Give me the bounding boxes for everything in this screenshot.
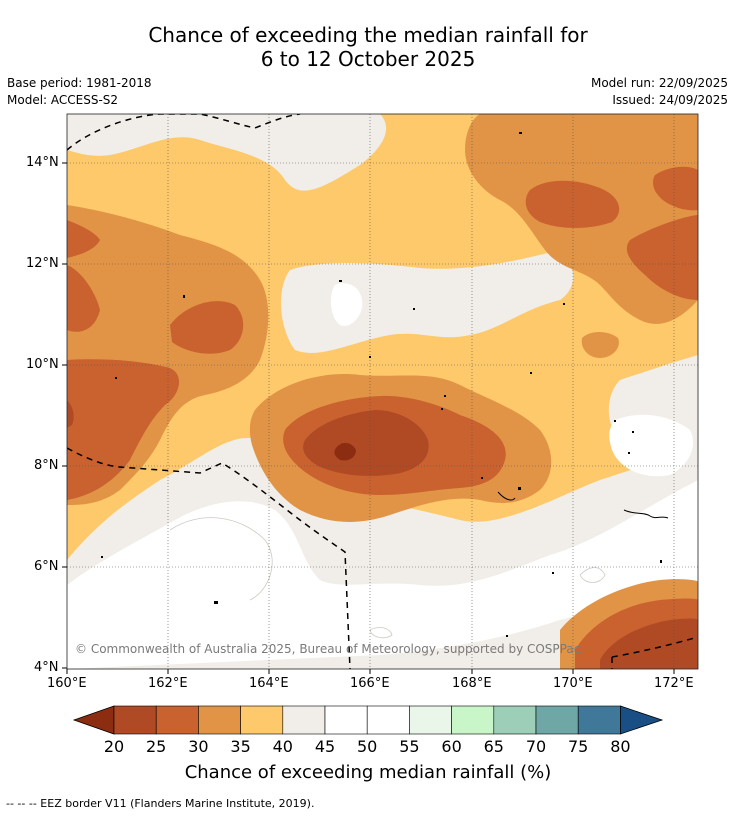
band-below-20-spot	[334, 442, 356, 461]
colorbar-label: 60	[441, 737, 462, 756]
band-45-55-east	[609, 414, 694, 477]
atoll-outlines	[497, 491, 669, 519]
band-40-45-north	[67, 114, 387, 191]
colorbar-swatch	[324, 705, 368, 735]
lat-tick-14n: 14°N	[26, 155, 59, 170]
lat-tick-8n: 8°N	[34, 458, 59, 473]
colorbar	[72, 705, 664, 735]
colorbar-label: 65	[483, 737, 504, 756]
model-run: Model run: 22/09/2025	[590, 76, 728, 90]
band-40-45-centre	[280, 250, 574, 353]
colorbar-swatch	[198, 705, 241, 735]
copyright: © Commonwealth of Australia 2025, Bureau…	[75, 642, 580, 656]
map-panel: © Commonwealth of Australia 2025, Bureau…	[67, 114, 698, 669]
tick-marks	[62, 162, 675, 674]
band-25-30-northeast	[525, 180, 620, 228]
lat-tick-4n: 4°N	[34, 660, 59, 675]
colorbar-swatch	[409, 705, 452, 735]
band-25-30-west-low	[67, 359, 180, 500]
gridlines	[67, 114, 698, 669]
colorbar-label: 40	[272, 737, 293, 756]
colorbar-extend-high	[620, 705, 664, 735]
lon-tick-170e: 170°E	[553, 676, 593, 691]
colorbar-swatch	[240, 705, 284, 735]
lon-tick-172e: 172°E	[654, 676, 694, 691]
colorbar-swatch	[535, 705, 579, 735]
band-30-35-small-east	[581, 332, 619, 358]
band-20-25-west-edge	[67, 400, 74, 428]
colorbar-label: 55	[399, 737, 420, 756]
title-line-2: 6 to 12 October 2025	[260, 47, 476, 71]
colorbar-label: 80	[610, 737, 631, 756]
band-25-30-west-mid	[67, 265, 100, 332]
lon-tick-164e: 164°E	[249, 676, 289, 691]
colorbar-title: Chance of exceeding median rainfall (%)	[184, 762, 552, 783]
lat-tick-12n: 12°N	[26, 256, 59, 271]
colorbar-swatch	[366, 705, 410, 735]
lon-tick-160e: 160°E	[47, 676, 87, 691]
band-25-30-east-top	[653, 166, 698, 211]
eez-footnote: -- -- -- EEZ border V11 (Flanders Marine…	[6, 797, 315, 810]
colorbar-swatch	[577, 705, 621, 735]
map-frame	[66, 113, 699, 670]
colorbar-swatch	[113, 705, 157, 735]
band-45-55-south	[67, 480, 698, 669]
band-25-30-east	[626, 215, 698, 300]
contour-lines	[169, 517, 606, 639]
issued-date: Issued: 24/09/2025	[612, 93, 728, 107]
colorbar-label: 25	[146, 737, 167, 756]
band-20-25-southeast	[600, 618, 698, 669]
lon-tick-166e: 166°E	[350, 676, 390, 691]
colorbar-label: 75	[568, 737, 589, 756]
colorbar-swatch	[282, 705, 326, 735]
colorbar-swatch	[451, 705, 495, 735]
colorbar-label: 45	[314, 737, 336, 756]
colorbar-label: 20	[103, 737, 125, 756]
colorbar-label: 50	[357, 737, 378, 756]
eez-border	[67, 114, 698, 669]
lat-tick-10n: 10°N	[26, 357, 59, 372]
band-20-25-centre	[303, 410, 429, 476]
base-period: Base period: 1981-2018	[7, 76, 152, 90]
band-25-30-west-centre	[170, 301, 244, 354]
colorbar-swatch	[155, 705, 199, 735]
model-name: Model: ACCESS-S2	[7, 93, 119, 107]
colorbar-label: 35	[230, 737, 251, 756]
colorbar-extend-low	[72, 705, 115, 735]
colorbar-label: 70	[525, 737, 547, 756]
lon-tick-168e: 168°E	[452, 676, 492, 691]
colorbar-swatch	[493, 705, 537, 735]
islands	[101, 132, 662, 637]
band-25-30-west-upper	[67, 220, 100, 258]
title-line-1: Chance of exceeding the median rainfall …	[148, 23, 588, 47]
colorbar-label: 30	[188, 737, 209, 756]
lat-tick-6n: 6°N	[34, 559, 59, 574]
band-45-55-centre	[330, 283, 363, 326]
lon-tick-162e: 162°E	[148, 676, 188, 691]
